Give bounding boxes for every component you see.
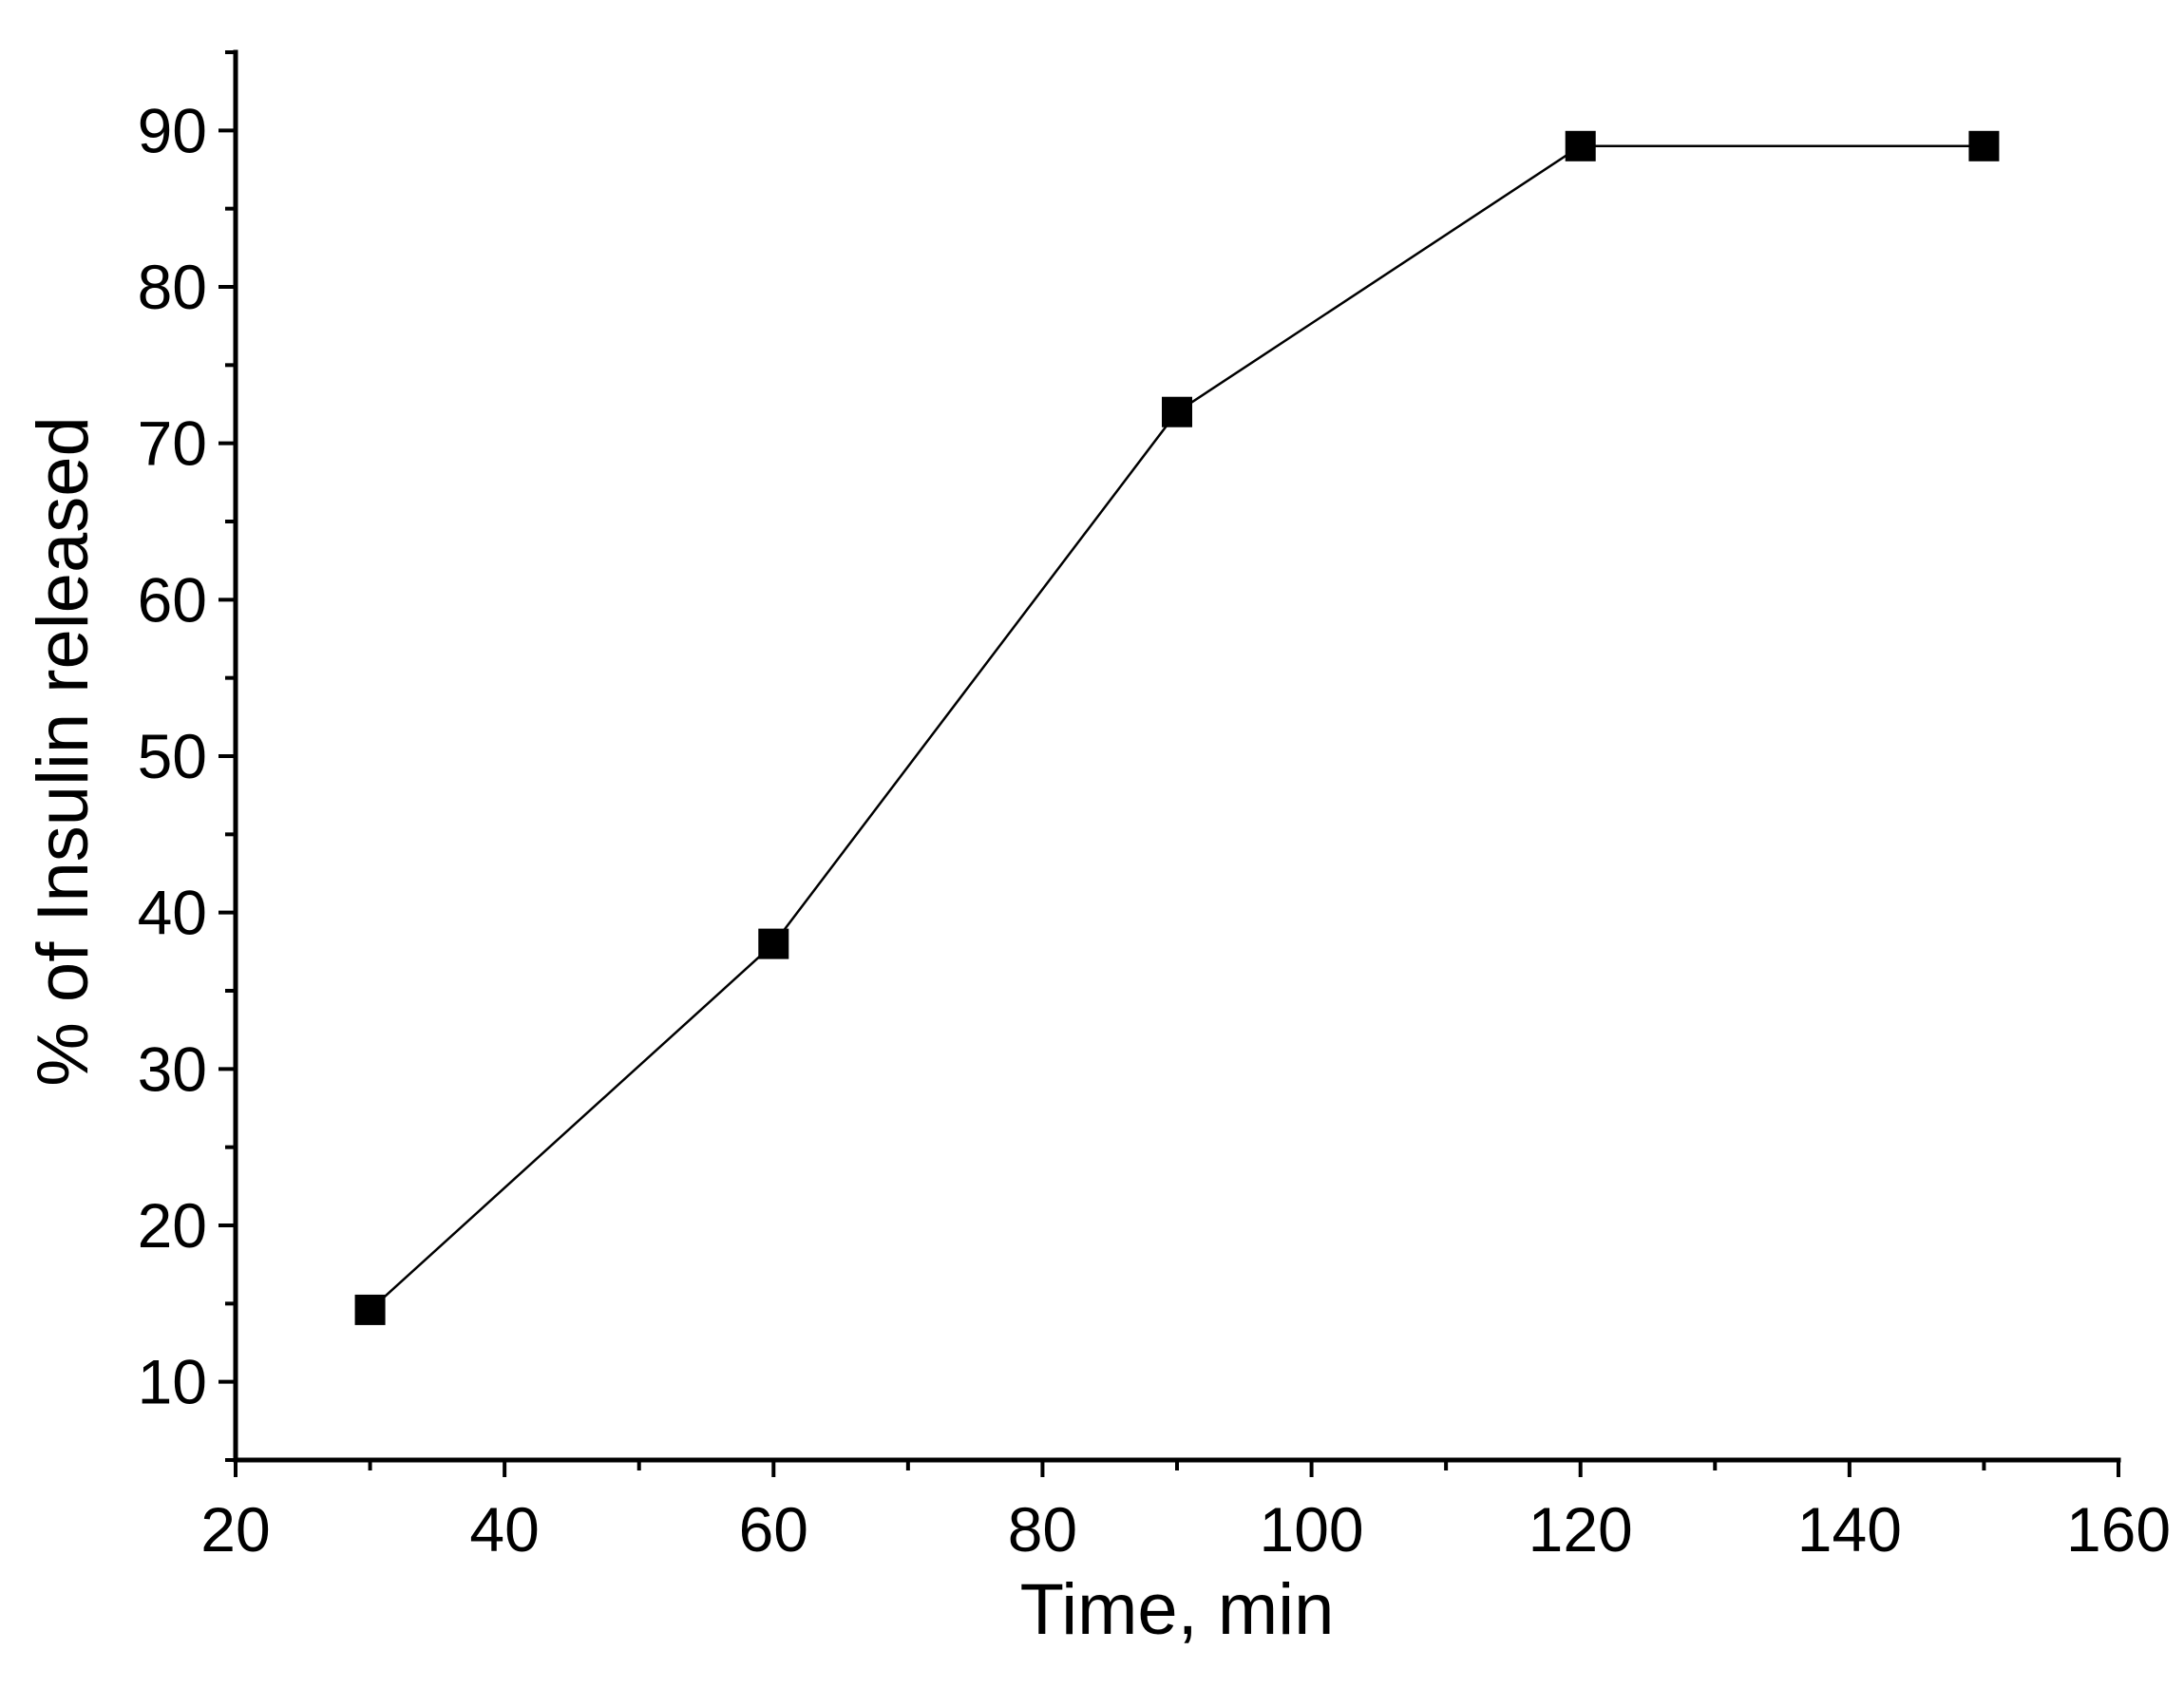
y-axis-title: % of Insulin released xyxy=(23,416,104,1087)
series-line xyxy=(369,144,1985,1311)
axes xyxy=(233,49,2121,1463)
y-tick-label: 50 xyxy=(138,721,207,791)
data-point-marker xyxy=(1162,396,1192,427)
x-tick-label: 160 xyxy=(2066,1494,2171,1565)
y-tick-label: 90 xyxy=(138,95,207,165)
x-tick-label: 60 xyxy=(739,1494,808,1565)
y-tick-label: 60 xyxy=(138,564,207,635)
data-series xyxy=(354,130,2000,1325)
data-point-marker xyxy=(758,928,789,959)
x-tick-label: 120 xyxy=(1529,1494,1633,1565)
axis-ticks xyxy=(218,50,2120,1477)
y-tick-label: 40 xyxy=(138,878,207,948)
x-axis-title: Time, min xyxy=(1020,1569,1335,1650)
x-tick-label: 140 xyxy=(1797,1494,1902,1565)
x-tick-label: 100 xyxy=(1260,1494,1364,1565)
y-tick-label: 20 xyxy=(138,1190,207,1261)
tick-labels: 20 40 60 80 100 120 140 160 10 20 30 40 50 60 70 80 90 xyxy=(138,95,2171,1565)
y-tick-label: 30 xyxy=(138,1034,207,1104)
data-point-marker xyxy=(1968,130,2000,161)
data-point-marker xyxy=(354,1294,386,1325)
x-tick-label: 40 xyxy=(469,1494,539,1565)
y-tick-label: 70 xyxy=(138,408,207,479)
data-point-marker xyxy=(1565,130,1596,161)
x-tick-label: 20 xyxy=(200,1494,270,1565)
y-tick-label: 80 xyxy=(138,252,207,322)
x-tick-label: 80 xyxy=(1008,1494,1077,1565)
y-tick-label: 10 xyxy=(138,1347,207,1417)
